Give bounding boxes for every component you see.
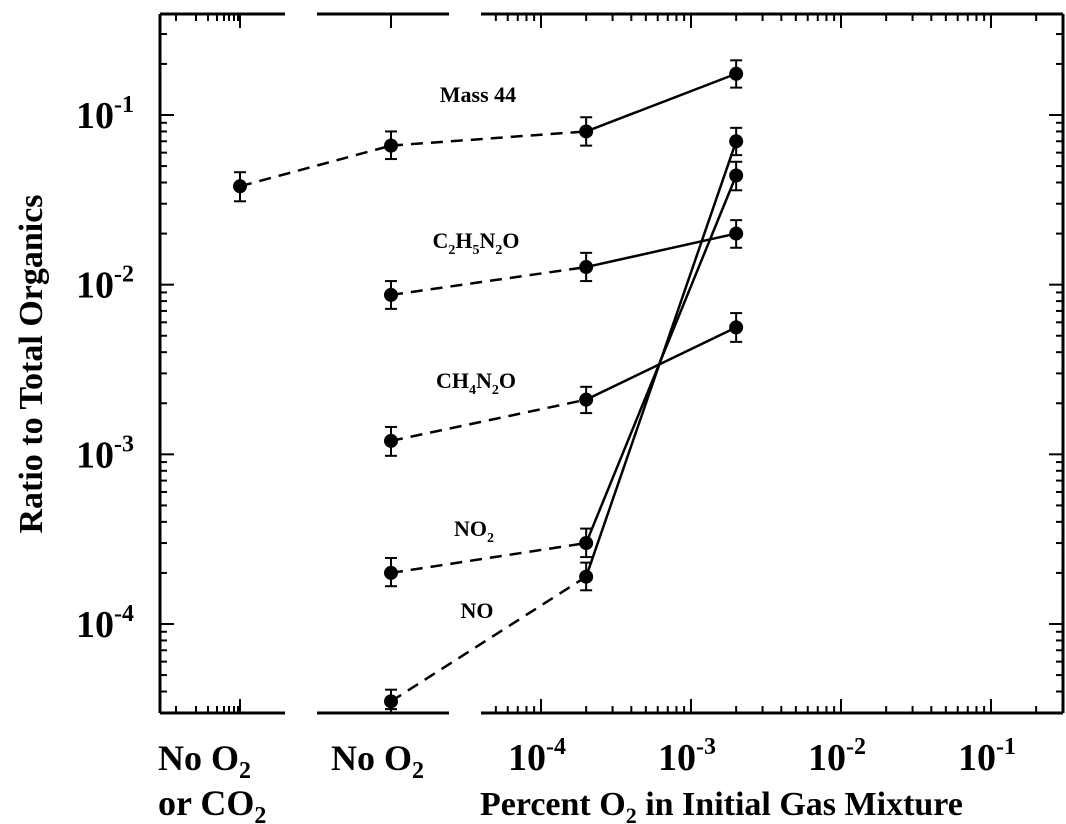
- x-tick-label: 10-3: [658, 734, 716, 779]
- series-line: [585, 232, 737, 269]
- y-axis-title: Ratio to Total Organics: [13, 194, 50, 533]
- data-point: [384, 694, 398, 709]
- data-point: [579, 260, 594, 275]
- data-point: [579, 392, 594, 407]
- axis-ticks: [160, 14, 1063, 713]
- x-tick-label: 10-1: [958, 734, 1016, 779]
- plot-frame: [158, 12, 1065, 715]
- series-label: NO: [461, 598, 494, 623]
- text-labels: 10-110-210-310-410-4 10-3 10-2 10-1No O2or …: [13, 82, 1016, 824]
- data-point: [729, 320, 744, 335]
- series-line: [584, 140, 738, 578]
- series-label: C2H5N2O: [432, 228, 519, 258]
- data-point: [729, 134, 744, 149]
- category-label: or CO2: [158, 783, 266, 824]
- y-tick-label: 10-3: [76, 431, 134, 476]
- data-point: [729, 226, 744, 241]
- data-point: [384, 565, 398, 580]
- x-tick-label: 10-4: [508, 734, 566, 779]
- x-axis-title: Percent O2 in Initial Gas Mixture: [480, 786, 963, 824]
- data-point: [233, 179, 247, 194]
- series-label: CH4N2O: [436, 368, 516, 398]
- x-tick-label: 10-2: [808, 734, 866, 779]
- series-line: [390, 265, 587, 297]
- data-point: [384, 433, 398, 448]
- series-line: [390, 575, 587, 703]
- series-line: [390, 541, 587, 575]
- series-line: [585, 326, 737, 401]
- series-label: Mass 44: [440, 82, 516, 107]
- series-line: [390, 398, 587, 443]
- data-point: [579, 536, 594, 551]
- y-tick-label: 10-4: [76, 601, 134, 646]
- data-points: [233, 66, 744, 709]
- series-line: [239, 144, 392, 188]
- y-tick-label: 10-1: [76, 92, 134, 137]
- category-label: No O2: [331, 738, 424, 784]
- data-point: [579, 124, 594, 139]
- data-point: [729, 168, 744, 183]
- y-tick-label: 10-2: [76, 262, 134, 307]
- series-label: NO2: [454, 516, 494, 546]
- data-point: [384, 287, 398, 302]
- data-point: [729, 66, 744, 81]
- data-point: [384, 138, 398, 153]
- category-label: No O2: [158, 738, 251, 784]
- series-line: [390, 130, 587, 147]
- series-line: [585, 72, 737, 133]
- series-lines: [239, 72, 738, 703]
- data-point: [579, 569, 594, 584]
